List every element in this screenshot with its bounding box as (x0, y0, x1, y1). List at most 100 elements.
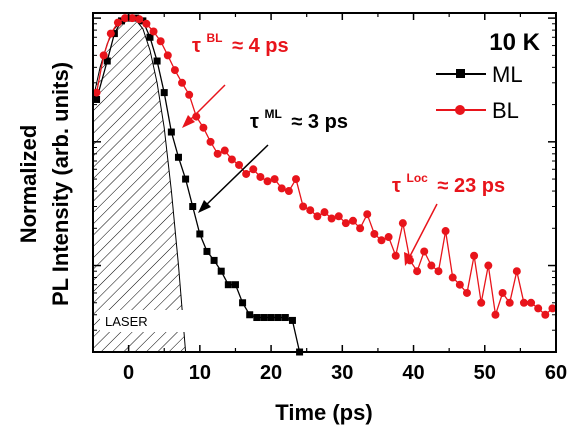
tau-loc-sup: Loc (407, 171, 429, 185)
svg-text:τ Loc ≈ 23 ps: τ Loc ≈ 23 ps (392, 165, 505, 197)
data-point-bl (512, 267, 521, 276)
data-point-ml (274, 314, 282, 322)
data-point-bl (327, 214, 336, 223)
data-point-bl (178, 78, 187, 87)
data-point-ml (253, 314, 261, 322)
x-tick-label: 0 (123, 362, 134, 384)
tau-ml-arrowhead (198, 200, 211, 213)
data-point-bl (413, 267, 422, 276)
data-point-bl (92, 88, 101, 97)
data-point-bl (313, 212, 322, 221)
x-tick-label: 10 (189, 362, 211, 384)
data-point-ml (224, 281, 232, 289)
data-point-bl (498, 288, 507, 297)
data-point-bl (284, 187, 293, 196)
tau-loc-arrow (407, 203, 438, 261)
data-point-bl (441, 227, 450, 236)
data-point-bl (519, 298, 528, 307)
tau-loc-annotation: τ Loc ≈ 23 ps (392, 165, 505, 266)
legend-bl-label: BL (492, 98, 519, 123)
tau-ml-sup: ML (265, 107, 282, 121)
data-point-ml (160, 89, 168, 97)
data-point-ml (153, 57, 161, 65)
tau-bl-text: ≈ 4 ps (232, 35, 289, 57)
data-point-bl (348, 216, 357, 225)
data-point-bl (363, 210, 372, 219)
data-point-bl (213, 149, 222, 158)
data-point-bl (292, 175, 301, 184)
data-point-ml (146, 33, 154, 41)
data-point-bl (99, 51, 108, 60)
data-point-bl (249, 165, 258, 174)
plot-frame (92, 12, 557, 353)
data-point-bl (113, 18, 122, 27)
data-point-bl (185, 90, 194, 99)
data-point-bl (484, 261, 493, 270)
data-point-bl (427, 261, 436, 270)
data-point-ml (281, 314, 289, 322)
tau-bl-annotation: τ BL ≈ 4 ps (182, 31, 289, 128)
data-point-bl (334, 212, 343, 221)
data-point-bl (121, 14, 130, 23)
tau-bl-arrow (185, 84, 226, 125)
data-point-bl (534, 304, 543, 313)
data-point-ml (174, 153, 182, 161)
x-tick-label: 20 (260, 362, 282, 384)
data-point-bl (434, 267, 443, 276)
data-point-bl (206, 137, 215, 146)
temperature-label: 10 K (489, 29, 540, 56)
data-point-bl (220, 146, 229, 155)
data-point-bl (135, 15, 144, 24)
data-point-ml (167, 128, 175, 136)
tau-bl-sup: BL (207, 31, 223, 45)
tau-ml-arrow (202, 144, 269, 209)
data-point-bl (163, 51, 172, 60)
data-point-bl (455, 280, 464, 289)
legend: ML BL (436, 62, 523, 123)
data-point-bl (299, 202, 308, 211)
data-point-bl (128, 14, 137, 23)
data-point-ml (246, 311, 254, 319)
data-point-bl (398, 219, 407, 228)
data-point-ml (203, 247, 211, 255)
tau-loc-arrowhead (404, 252, 413, 266)
x-tick-label: 50 (474, 362, 496, 384)
data-point-ml (260, 314, 268, 322)
laser-label-background (100, 310, 188, 332)
data-point-bl (470, 251, 479, 260)
data-point-bl (199, 123, 208, 132)
data-point-bl (320, 208, 329, 217)
data-point-bl (256, 172, 265, 181)
laser-label: LASER (105, 314, 148, 329)
legend-bl-marker (455, 105, 465, 115)
legend-ml-label: ML (492, 62, 523, 87)
svg-text:τ ML ≈ 3 ps: τ ML ≈ 3 ps (250, 101, 348, 133)
tau-bl-base: τ (192, 35, 201, 57)
data-point-bl (541, 310, 550, 319)
data-point-bl (242, 169, 251, 178)
data-point-ml (239, 299, 247, 307)
data-point-bl (548, 304, 557, 313)
laser-pulse-layer (92, 17, 188, 353)
series-layer (92, 14, 557, 356)
y-axis-label-line1: Normalized (16, 125, 41, 244)
data-point-bl (377, 236, 386, 245)
tau-ml-annotation: τ ML ≈ 3 ps (198, 101, 348, 213)
data-point-ml (231, 281, 239, 289)
data-point-bl (356, 224, 365, 233)
data-point-bl (341, 219, 350, 228)
data-point-bl (391, 251, 400, 260)
x-tick-label: 30 (331, 362, 353, 384)
data-point-bl (149, 27, 158, 36)
data-point-ml (267, 314, 275, 322)
data-point-bl (106, 29, 115, 38)
data-point-ml (196, 230, 204, 238)
data-point-bl (505, 298, 514, 307)
data-point-bl (170, 66, 179, 75)
x-axis-label: Time (ps) (275, 400, 372, 425)
legend-ml-marker (456, 69, 465, 78)
data-point-bl (277, 184, 286, 193)
data-point-ml (93, 95, 101, 103)
data-point-ml (189, 203, 197, 211)
y-axis-label-line2: PL Intensity (arb. units) (48, 62, 73, 306)
